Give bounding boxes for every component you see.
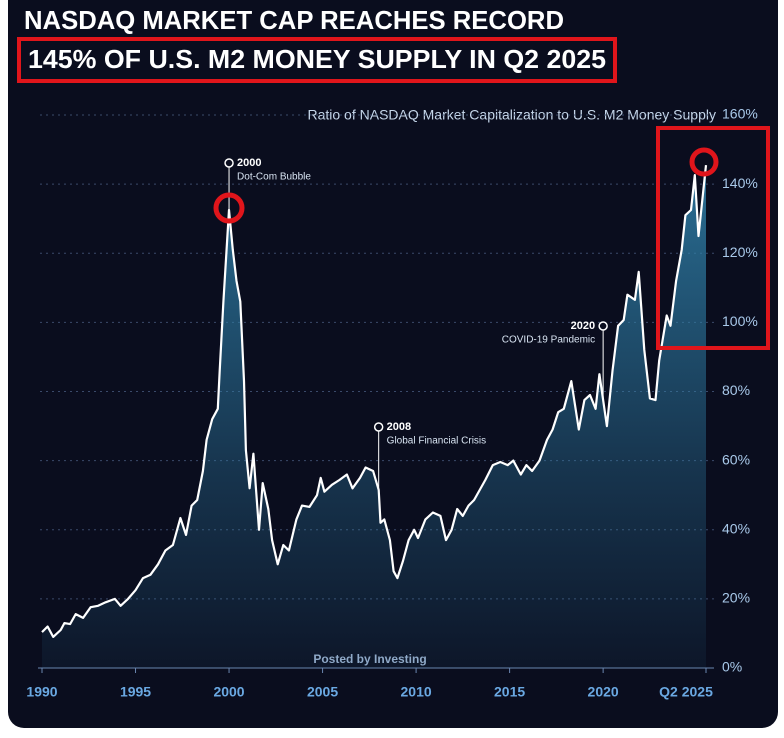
- watermark: Posted by Investing: [313, 652, 426, 666]
- highlight-circle: [689, 147, 719, 177]
- y-tick-label: 0%: [722, 659, 742, 675]
- chart-subtitle: 145% OF U.S. M2 MONEY SUPPLY IN Q2 2025: [28, 44, 606, 74]
- plot-area: 0% 20% 40% 60% 80% 100% 120% 140% 160% 1990 1995 20…: [26, 106, 757, 700]
- highlight-box: [17, 37, 617, 83]
- x-tick-label: 2015: [494, 684, 525, 700]
- highlight-circle: [213, 192, 245, 224]
- annotation-year: 2000: [237, 157, 261, 169]
- annotation-year: 2020: [571, 320, 595, 332]
- highlight-box: [656, 126, 770, 350]
- y-tick-label: 40%: [722, 520, 750, 536]
- x-tick-label: 2010: [401, 684, 432, 700]
- annotation-text: Dot-Com Bubble: [237, 172, 311, 183]
- y-tick-label: 20%: [722, 590, 750, 606]
- annotation-marker: [373, 422, 384, 432]
- y-axis-label: Ratio of NASDAQ Market Capitalization to…: [307, 107, 716, 123]
- y-tick-label: 60%: [722, 451, 750, 467]
- x-tick-label: 2000: [213, 684, 244, 700]
- y-tick-label: 140%: [722, 175, 758, 191]
- annotation-text: COVID-19 Pandemic: [502, 335, 595, 346]
- area-fill: [42, 165, 706, 668]
- y-tick-label: 160%: [722, 106, 758, 122]
- annotation-year: 2008: [387, 421, 411, 433]
- x-tick-label: 2020: [588, 684, 619, 700]
- x-tick-label: 1995: [120, 684, 151, 700]
- y-tick-label: 80%: [722, 382, 750, 398]
- x-tick-label: 1990: [26, 684, 57, 700]
- y-tick-label: 120%: [722, 244, 758, 260]
- x-tick-label: Q2 2025: [659, 684, 713, 700]
- chart-title: NASDAQ MARKET CAP REACHES RECORD: [24, 5, 564, 35]
- annotation-text: Global Financial Crisis: [387, 436, 486, 447]
- annotation-marker: [224, 158, 234, 168]
- y-tick-label: 100%: [722, 313, 758, 329]
- x-tick-label: 2005: [307, 684, 338, 700]
- annotation-marker: [598, 321, 608, 331]
